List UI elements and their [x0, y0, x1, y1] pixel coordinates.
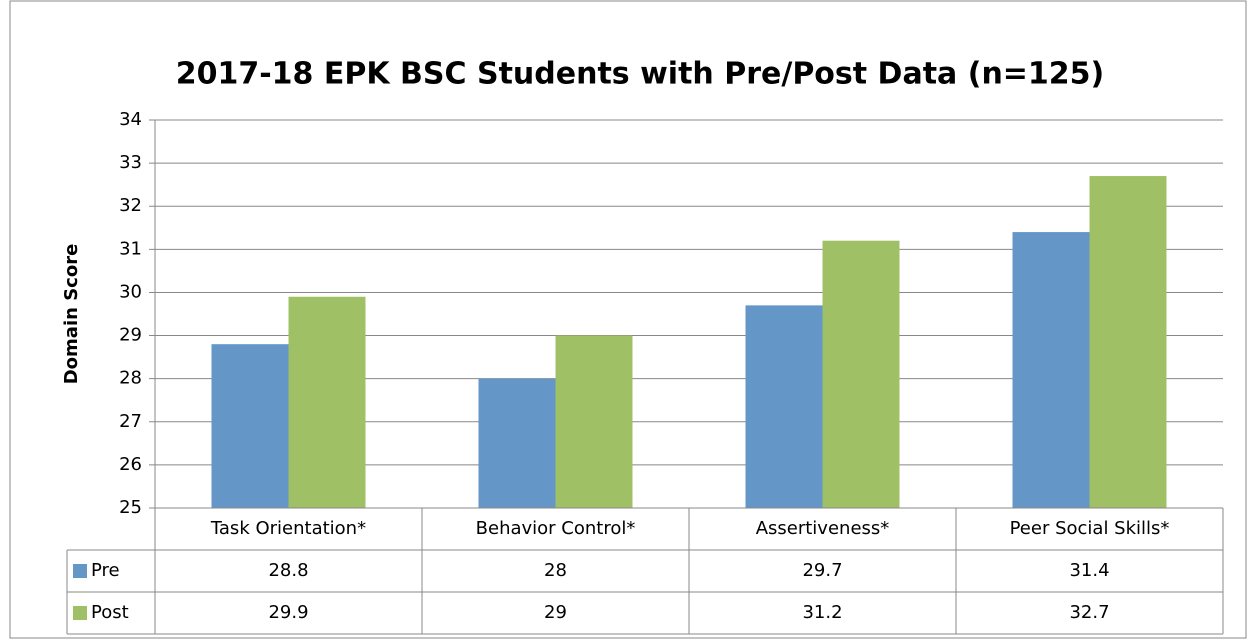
x-tick-label: Behavior Control* [476, 518, 636, 539]
bar [1012, 232, 1090, 509]
chart-title: 2017-18 EPK BSC Students with Pre/Post D… [176, 57, 1105, 92]
y-tick-label: 31 [119, 238, 142, 259]
x-tick-label: Assertiveness* [756, 518, 890, 539]
table-value: 31.4 [1069, 560, 1109, 581]
table-value: 28 [544, 560, 567, 581]
bar [822, 240, 900, 508]
chart-border [9, 0, 1247, 639]
y-tick-label: 34 [119, 109, 142, 130]
y-tick-label: 28 [119, 368, 142, 389]
y-tick-label: 29 [119, 325, 142, 346]
legend-label: Post [91, 602, 129, 623]
y-tick-label: 33 [119, 152, 142, 173]
table-value: 31.2 [802, 602, 842, 623]
table-value: 32.7 [1069, 602, 1109, 623]
x-tick-label: Task Orientation* [210, 518, 366, 539]
y-tick-label: 26 [119, 454, 142, 475]
table-value: 29.9 [268, 602, 308, 623]
y-tick-label: 30 [119, 281, 142, 302]
y-axis-label: Domain Score [61, 244, 82, 385]
bar [288, 296, 366, 508]
table-value: 29.7 [802, 560, 842, 581]
legend-swatch [73, 564, 87, 578]
y-tick-label: 32 [119, 195, 142, 216]
y-tick-label: 27 [119, 411, 142, 432]
bar [478, 378, 556, 508]
bar [211, 344, 289, 508]
table-value: 29 [544, 602, 567, 623]
legend-swatch [73, 606, 87, 620]
table-value: 28.8 [268, 560, 308, 581]
bar [555, 335, 633, 508]
legend-label: Pre [91, 560, 120, 581]
x-tick-label: Peer Social Skills* [1010, 518, 1170, 539]
bar [745, 305, 823, 508]
bar [1089, 176, 1167, 509]
y-tick-label: 25 [119, 497, 142, 518]
